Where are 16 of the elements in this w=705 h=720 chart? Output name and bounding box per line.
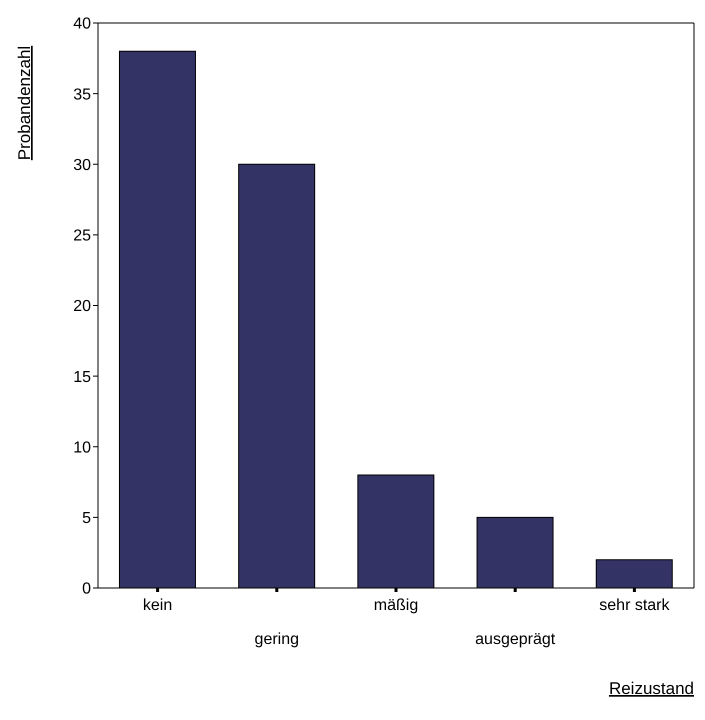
x-tick-label: kein: [142, 597, 172, 614]
x-axis-title: Reizustand: [608, 679, 694, 698]
y-tick-label: 10: [73, 439, 92, 456]
x-tick-label: mäßig: [374, 597, 418, 614]
y-tick-label: 30: [73, 156, 92, 174]
x-tick-label: gering: [254, 631, 300, 648]
y-tick-label: 35: [73, 86, 92, 104]
y-tick-label: 0: [82, 580, 92, 598]
y-tick-label: 25: [73, 228, 92, 245]
y-axis-title: Probandenzahl: [15, 46, 34, 160]
x-tick-label: ausgeprägt: [475, 631, 556, 648]
x-tick-label: sehr stark: [599, 597, 671, 614]
y-tick-label: 20: [73, 298, 92, 316]
y-tick-label: 5: [82, 510, 92, 528]
y-tick-label: 15: [73, 368, 92, 386]
y-tick-label: 40: [73, 16, 92, 33]
